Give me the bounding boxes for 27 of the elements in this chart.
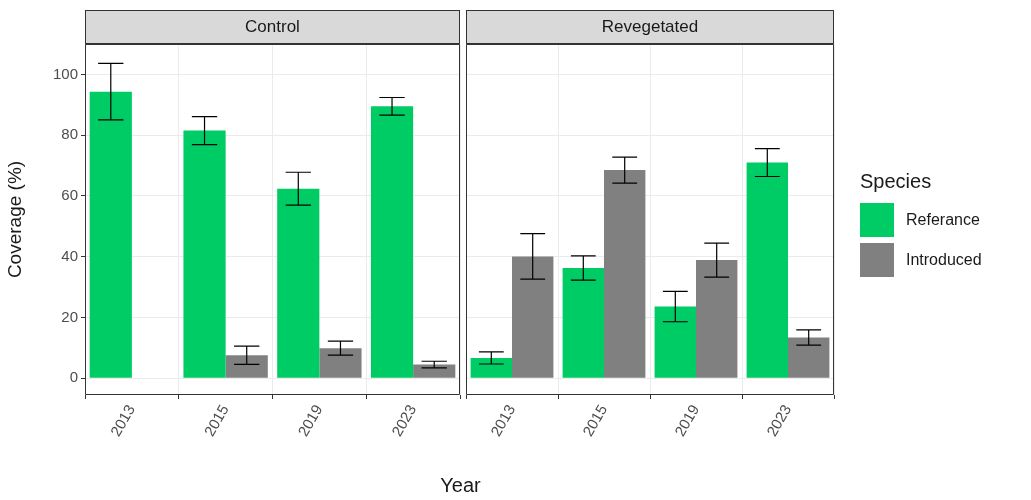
legend-title: Species <box>860 170 933 193</box>
bar <box>225 355 268 378</box>
bar <box>696 260 738 378</box>
legend-label: Introduced <box>906 251 982 269</box>
y-axis-title: Coverage (%) <box>3 160 25 279</box>
y-tick-label: 40 <box>61 246 78 264</box>
y-tick-label: 100 <box>52 64 78 82</box>
chart-title: Control <box>85 10 460 44</box>
bar <box>89 91 132 378</box>
bar <box>562 267 604 378</box>
bar <box>277 188 320 378</box>
bar <box>604 170 646 378</box>
bar <box>512 256 554 378</box>
chart-title: Revegetated <box>466 10 834 44</box>
y-tick-label: 60 <box>61 186 78 204</box>
bar <box>183 130 226 378</box>
bar <box>470 357 512 378</box>
bar <box>370 106 414 378</box>
y-tick-label: 80 <box>61 125 78 143</box>
bar <box>319 348 362 378</box>
x-axis-title: Year <box>439 474 482 497</box>
y-tick-label: 0 <box>69 368 78 386</box>
y-tick-label: 20 <box>61 307 78 325</box>
bar <box>788 337 830 378</box>
legend-label: Referance <box>906 211 980 229</box>
bar <box>654 306 696 378</box>
bar <box>746 162 788 378</box>
